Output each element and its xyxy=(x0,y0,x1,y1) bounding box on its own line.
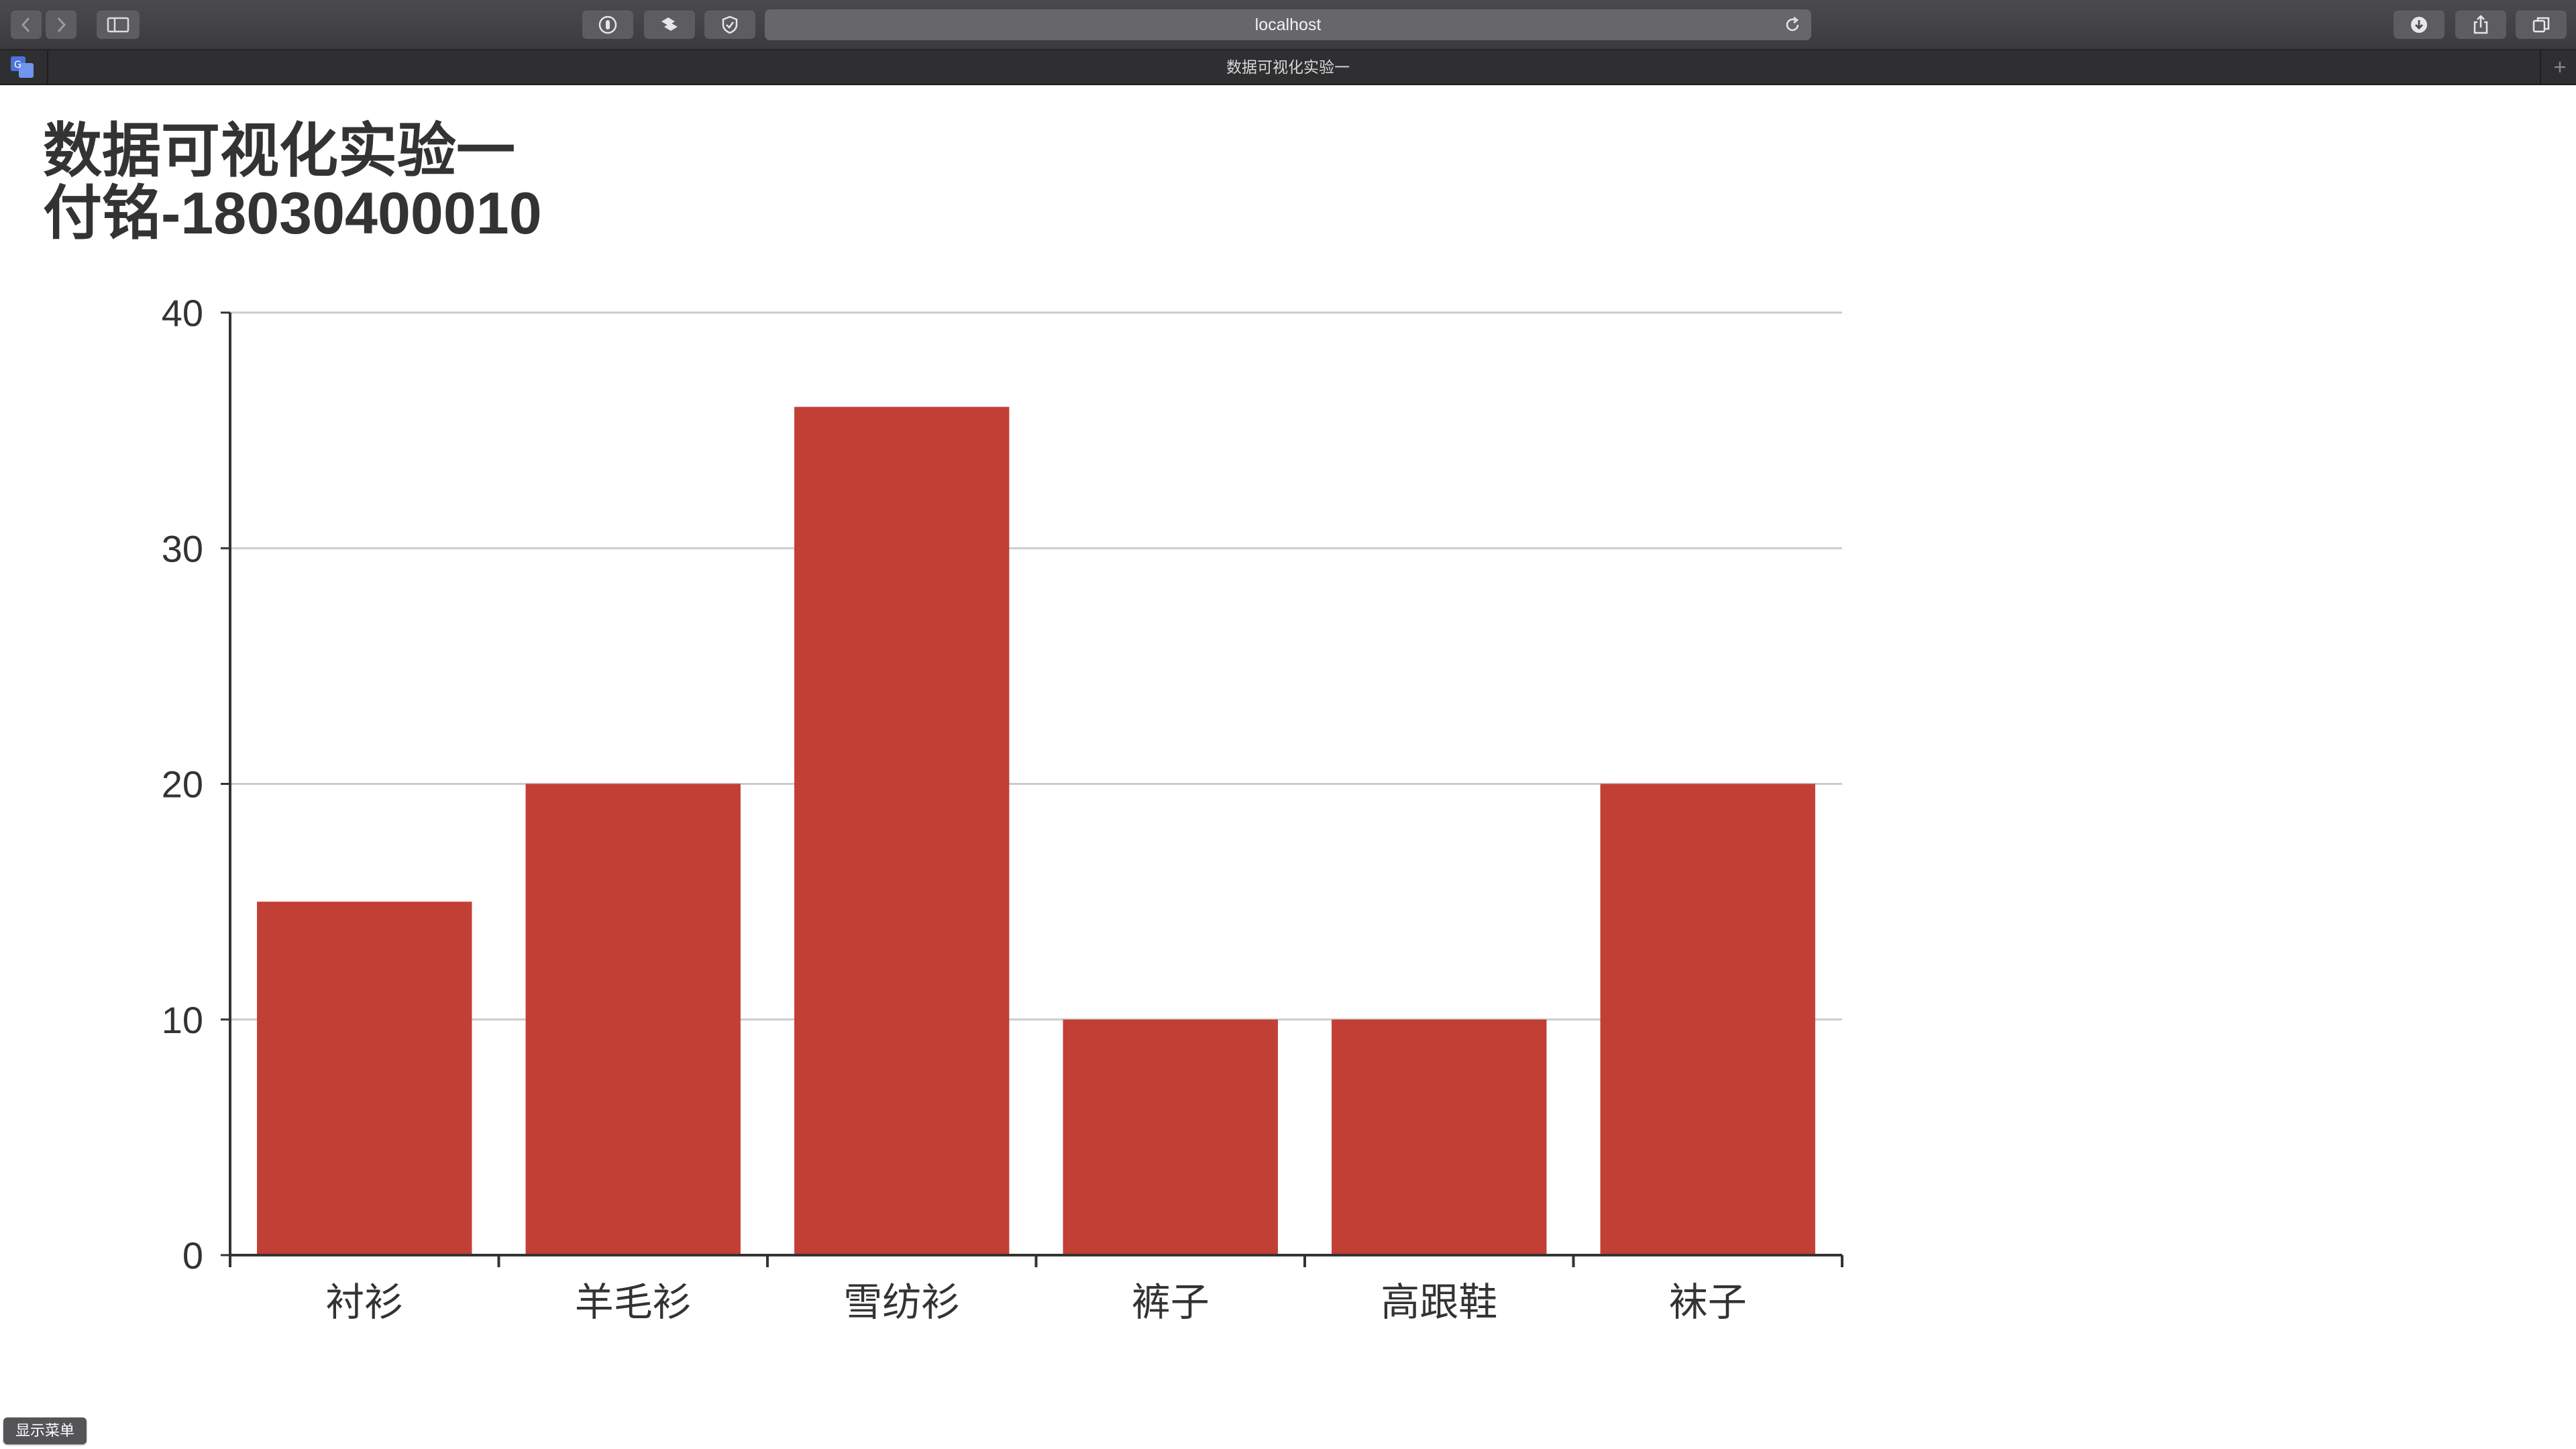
y-tick-label: 30 xyxy=(162,527,203,570)
tab-bar: G 数据可视化实验一 xyxy=(0,50,2576,85)
page-title: 数据可视化实验一 付铭-18030400010 xyxy=(43,119,542,244)
tabs-icon xyxy=(2532,17,2550,33)
y-tick-label: 20 xyxy=(162,763,203,806)
show-menu-button[interactable]: 显示菜单 xyxy=(3,1417,87,1444)
x-tick-label: 袜子 xyxy=(1669,1281,1747,1324)
x-tick-label: 衬衫 xyxy=(325,1281,403,1324)
key-circle-icon xyxy=(598,15,617,34)
sidebar-toggle-button[interactable] xyxy=(97,11,140,39)
translate-icon[interactable]: G xyxy=(9,54,36,80)
download-icon xyxy=(2411,17,2427,33)
bar-2 xyxy=(525,784,741,1255)
downloads-button[interactable] xyxy=(2394,11,2445,39)
active-tab-title[interactable]: 数据可视化实验一 xyxy=(1226,58,1350,76)
share-button[interactable] xyxy=(2455,11,2506,39)
tab-divider xyxy=(47,50,48,84)
x-tick-label: 雪纺衫 xyxy=(843,1281,960,1324)
back-button[interactable] xyxy=(11,11,42,39)
chevron-left-icon xyxy=(21,17,30,33)
y-tick-label: 0 xyxy=(182,1234,203,1277)
browser-toolbar: localhost xyxy=(0,0,2576,50)
bar-6 xyxy=(1600,784,1815,1255)
x-tick-label: 裤子 xyxy=(1132,1281,1210,1324)
bar-4 xyxy=(1063,1019,1278,1255)
bar-5 xyxy=(1332,1019,1547,1255)
page-title-line-2: 付铭-18030400010 xyxy=(43,180,542,246)
y-tick-label: 40 xyxy=(162,292,203,334)
chevron-right-icon xyxy=(57,17,66,33)
share-icon xyxy=(2473,15,2488,34)
bar-1 xyxy=(257,902,472,1255)
tab-overview-button[interactable] xyxy=(2516,11,2567,39)
x-tick-label: 羊毛衫 xyxy=(575,1281,692,1324)
shield-icon xyxy=(722,15,738,34)
bar-3 xyxy=(794,407,1010,1255)
extension-button[interactable] xyxy=(644,11,695,39)
tab-divider xyxy=(2540,50,2541,84)
x-tick-label: 高跟鞋 xyxy=(1381,1281,1497,1324)
plus-icon xyxy=(2555,62,2565,72)
privacy-button[interactable] xyxy=(704,11,755,39)
sidebar-icon xyxy=(107,17,129,33)
svg-text:G: G xyxy=(14,60,21,70)
url-text: localhost xyxy=(1254,15,1322,34)
password-button[interactable] xyxy=(582,11,633,39)
extension-icon xyxy=(661,17,678,31)
page-title-line-1: 数据可视化实验一 xyxy=(43,117,516,184)
address-bar[interactable]: localhost xyxy=(765,9,1811,40)
reload-icon[interactable] xyxy=(1783,15,1802,34)
y-tick-label: 10 xyxy=(162,999,203,1041)
new-tab-button[interactable] xyxy=(2544,50,2576,84)
forward-button[interactable] xyxy=(46,11,76,39)
